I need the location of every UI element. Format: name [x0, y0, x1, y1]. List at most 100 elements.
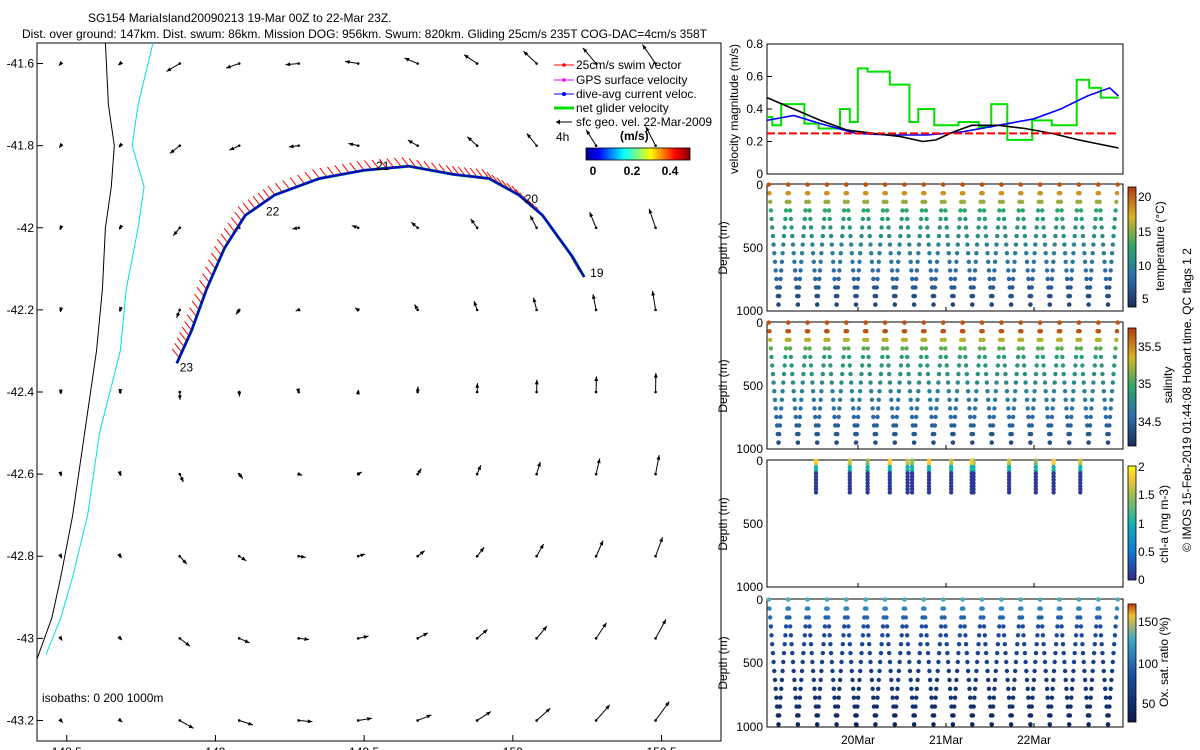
temperature-sample — [1041, 225, 1046, 230]
oxygen-sample — [1015, 633, 1021, 638]
salinity-sample — [947, 397, 952, 402]
oxygen-sample — [990, 713, 995, 718]
salinity-sample — [781, 380, 786, 385]
salinity-sample — [875, 414, 880, 420]
temperature-sample — [797, 285, 802, 290]
oxygen-sample — [1025, 686, 1030, 691]
oxygen-sample — [1068, 704, 1073, 709]
salinity-sample — [913, 423, 918, 428]
temperature-sample — [1054, 216, 1059, 222]
salinity-sample — [908, 397, 913, 402]
oxygen-sample — [981, 615, 986, 620]
chla-sample — [969, 461, 974, 466]
oxygen-sample — [783, 624, 789, 629]
temperature-sample — [1081, 242, 1086, 247]
salinity-sample — [1084, 414, 1089, 420]
salinity-sample — [1098, 354, 1104, 360]
surface-velocity-arrowhead — [537, 461, 541, 467]
temperature-sample — [1053, 233, 1058, 239]
oxygen-sample — [1098, 624, 1103, 629]
temperature-sample — [1002, 225, 1007, 230]
temperature-sample — [835, 293, 840, 299]
temperature-sample — [900, 208, 905, 213]
temperature-sample — [896, 259, 901, 264]
track-day-label: 23 — [180, 360, 194, 374]
oxygen-sample — [1049, 695, 1055, 700]
salinity-sample — [1047, 440, 1053, 445]
oxygen-sample — [936, 659, 941, 665]
salinity-sample — [1011, 406, 1016, 411]
surface-velocity-origin — [594, 472, 598, 476]
temperature-sample — [1004, 251, 1010, 256]
temperature-sample — [925, 225, 930, 230]
chla-ytick-0: 0 — [756, 454, 763, 468]
salinity-sample — [905, 354, 910, 360]
salinity-sample — [1054, 354, 1059, 360]
salinity-sample — [933, 414, 938, 420]
temperature-sample — [1112, 225, 1117, 230]
chla-sample — [1033, 464, 1039, 470]
salinity-sample — [1091, 371, 1097, 377]
temperature-sample — [941, 191, 947, 196]
salinity-sample — [830, 389, 835, 394]
salinity-ylabel: Depth (m) — [716, 359, 730, 412]
temperature-sample — [961, 191, 966, 196]
surface-velocity-arrowhead — [467, 136, 473, 142]
temperature-sample — [801, 225, 807, 230]
oxygen-ylabel: Depth (m) — [716, 636, 730, 689]
salinity-sample — [860, 354, 866, 360]
oxygen-sample — [950, 722, 956, 727]
chla-sample — [926, 458, 932, 463]
oxygen-sample — [1112, 633, 1118, 638]
oxygen-sample — [827, 633, 832, 638]
chla-sample — [1051, 490, 1056, 495]
salinity-sample — [1021, 354, 1026, 360]
oxygen-sample — [900, 624, 905, 629]
temperature-sample — [839, 242, 844, 247]
temperature-sample — [827, 216, 832, 222]
temperature-sample — [926, 242, 931, 247]
temperature-sample — [1058, 191, 1063, 196]
chla-sample — [1051, 487, 1056, 492]
surface-velocity-origin — [535, 472, 538, 476]
salinity-sample — [1077, 329, 1082, 334]
salinity-sample — [1049, 423, 1054, 428]
track-day-label: 22 — [266, 204, 280, 218]
oxygen-sample — [777, 713, 782, 718]
surface-velocity-arrowhead — [662, 619, 666, 625]
velocity-series-0 — [767, 67, 1119, 141]
salinity-sample — [914, 406, 920, 411]
chla-sample — [847, 468, 852, 473]
surface-velocity-arrowhead — [407, 140, 413, 145]
oxygen-sample — [824, 597, 830, 602]
temperature-sample — [943, 216, 949, 222]
isobaths — [37, 43, 154, 660]
oxygen-sample — [986, 686, 992, 691]
oxygen-sample — [1071, 659, 1077, 665]
temperature-sample — [1021, 225, 1027, 230]
oxygen-sample — [1084, 695, 1089, 700]
chla-sample — [1033, 474, 1039, 479]
oxygen-sample — [1094, 624, 1099, 629]
salinity-sample — [797, 414, 803, 420]
oxygen-sample — [863, 597, 868, 602]
temperature-sample — [860, 216, 866, 222]
oxygen-sample — [1058, 615, 1064, 620]
temperature-sample — [825, 191, 830, 196]
temperature-sample — [1074, 208, 1080, 213]
temperature-sample — [813, 276, 818, 282]
oxygen-sample — [878, 659, 883, 665]
oxygen-sample — [1114, 606, 1120, 611]
oxygen-sample — [770, 650, 776, 656]
oxygen-sample — [801, 650, 806, 656]
chla-sample — [847, 471, 852, 476]
temperature-sample — [1090, 251, 1095, 256]
temperature-sample — [903, 199, 908, 204]
temperature-sample — [948, 276, 953, 282]
temperature-sample — [1087, 285, 1093, 290]
oxygen-sample — [971, 704, 976, 709]
chla-sample — [887, 461, 892, 466]
temperature-sample — [1051, 251, 1057, 256]
oxygen-sample — [855, 695, 861, 700]
temperature-sample — [914, 276, 919, 282]
